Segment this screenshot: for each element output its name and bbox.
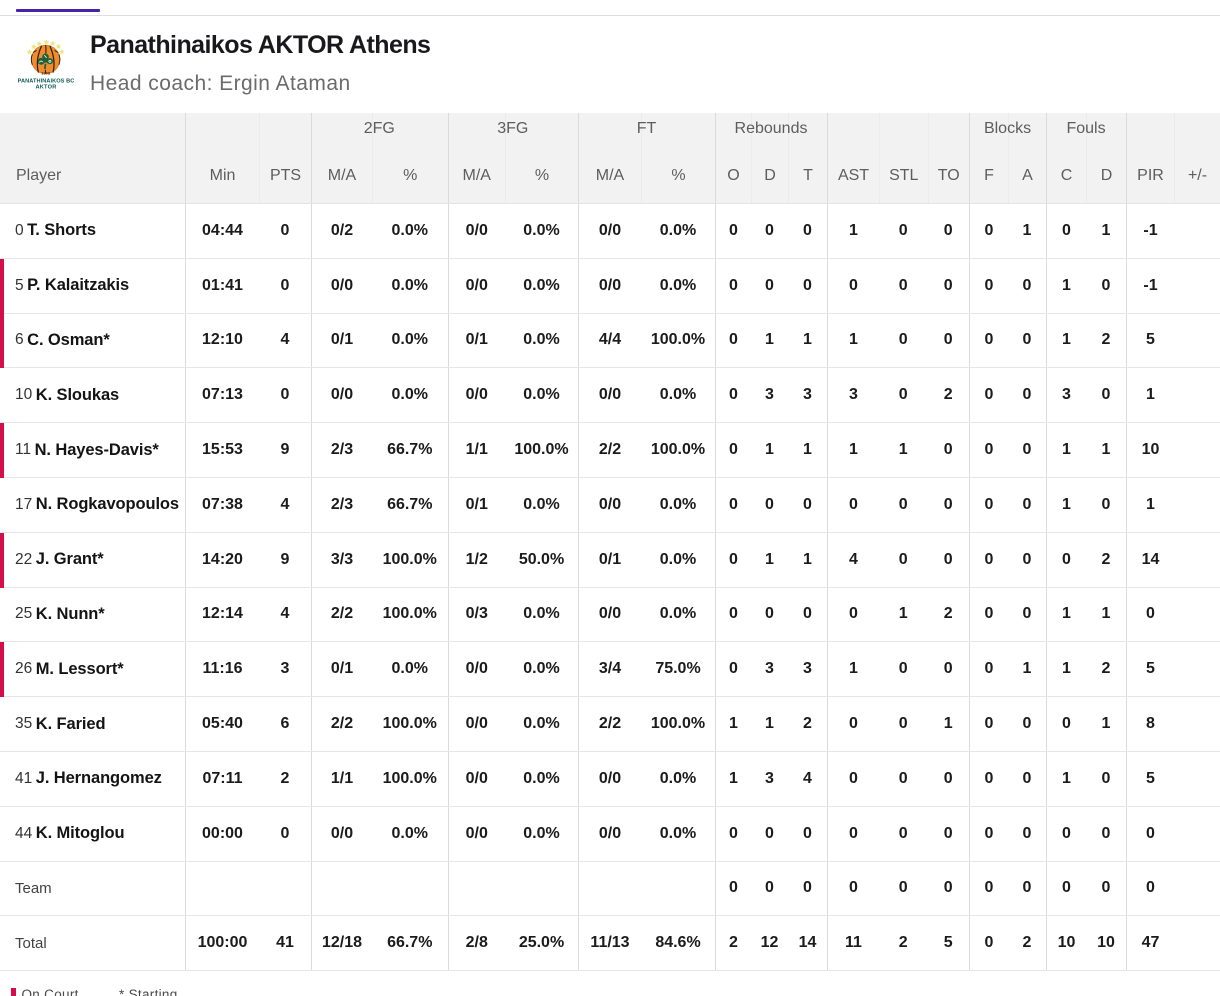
- svg-text:AKTOR: AKTOR: [35, 84, 56, 90]
- svg-text:1908: 1908: [41, 70, 51, 75]
- svg-text:PANATHINAIKOS BC: PANATHINAIKOS BC: [18, 78, 75, 84]
